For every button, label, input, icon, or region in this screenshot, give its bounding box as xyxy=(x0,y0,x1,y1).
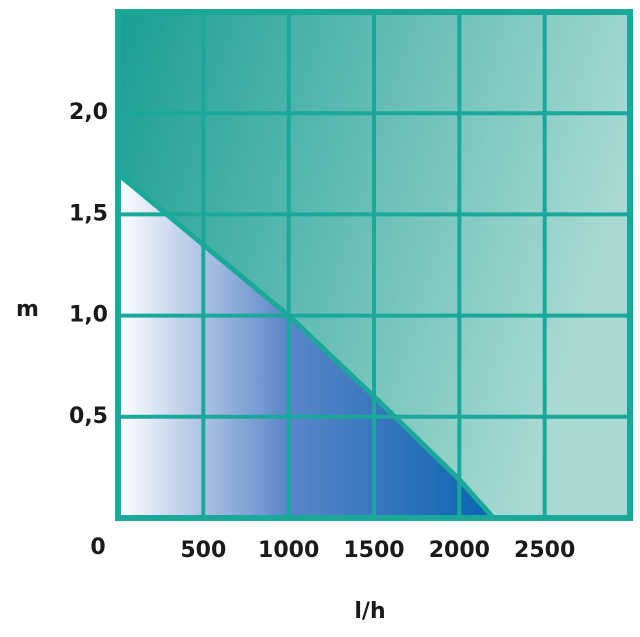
x-tick-label: 2000 xyxy=(429,538,490,563)
y-tick-label: 1,0 xyxy=(69,303,108,328)
plot-border xyxy=(115,9,633,521)
y-tick-label: 1,5 xyxy=(69,201,108,226)
x-tick-label: 500 xyxy=(180,538,226,563)
y-tick-label: 0 xyxy=(90,535,105,560)
curve xyxy=(116,171,496,520)
area-fill xyxy=(118,173,494,519)
x-tick-label: 2500 xyxy=(514,538,575,563)
x-axis-label: l/h xyxy=(354,599,385,624)
x-tick-label: 1500 xyxy=(343,538,404,563)
y-tick-label: 0,5 xyxy=(69,404,108,429)
y-tick-label: 2,0 xyxy=(69,100,108,125)
y-axis-label: m xyxy=(16,297,39,322)
x-tick-label: 1000 xyxy=(258,538,319,563)
